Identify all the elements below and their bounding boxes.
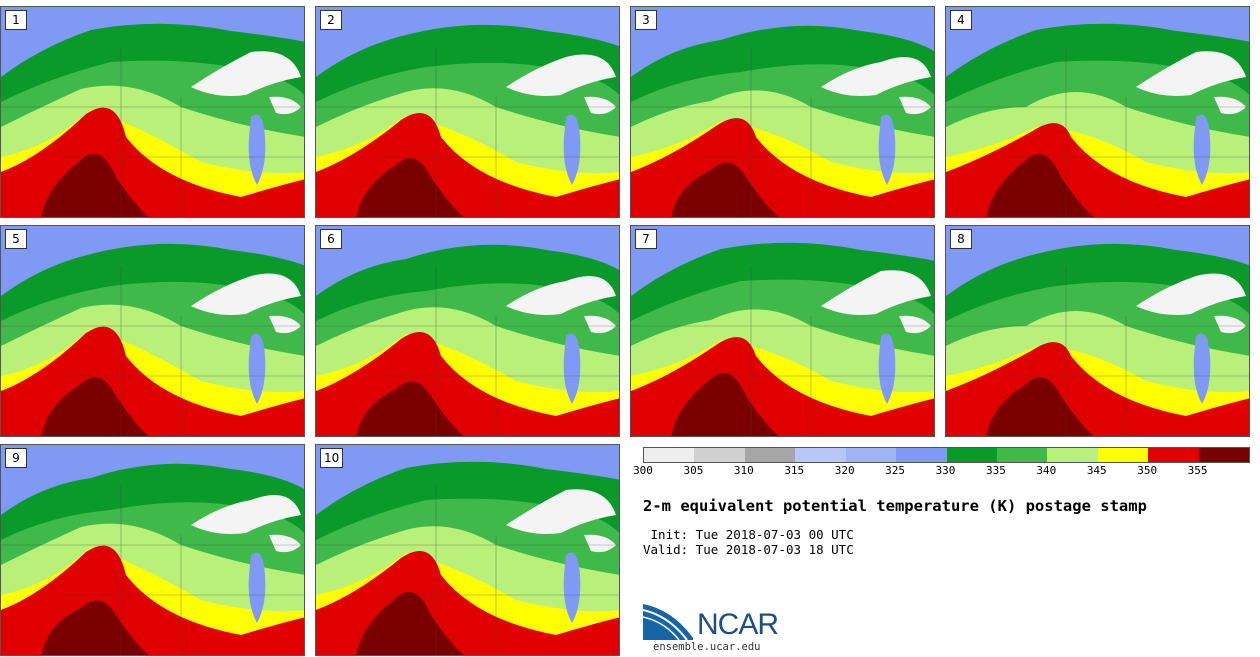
colorbar-ticks: 300 305 310 315 320 325 330 335 340 345 350 355	[633, 464, 1248, 480]
postage-stamp-panel: 3	[630, 6, 935, 218]
colorbar-swatch	[845, 448, 897, 462]
colorbar-swatch	[644, 448, 695, 462]
theta-e-map	[631, 7, 934, 217]
postage-stamp-panel: 4	[945, 6, 1250, 218]
colorbar-tick-label: 330	[935, 464, 956, 477]
colorbar-swatch	[1148, 448, 1199, 462]
colorbar-swatch	[744, 448, 796, 462]
theta-e-map	[1, 226, 304, 436]
colorbar-tick-label: 355	[1187, 464, 1208, 477]
panel-number: 6	[320, 229, 342, 249]
theta-e-map	[631, 226, 934, 436]
postage-stamp-panel: 5	[0, 225, 305, 437]
valid-time: Valid: Tue 2018-07-03 18 UTC	[643, 542, 854, 557]
panel-number: 10	[320, 448, 344, 468]
panel-number: 8	[950, 229, 972, 249]
colorbar-swatch	[795, 448, 846, 462]
figure-title: 2-m equivalent potential temperature (K)…	[643, 497, 1147, 515]
panel-number: 2	[320, 10, 342, 30]
colorbar-swatch	[1097, 448, 1149, 462]
postage-stamp-panel: 10	[315, 444, 620, 656]
colorbar-swatch	[996, 448, 1048, 462]
theta-e-map	[946, 226, 1249, 436]
theta-e-map	[316, 445, 619, 655]
colorbar-tick-label: 310	[733, 464, 754, 477]
postage-stamp-panel: 8	[945, 225, 1250, 437]
init-time: Init: Tue 2018-07-03 00 UTC	[643, 527, 854, 542]
colorbar-tick-label: 305	[683, 464, 704, 477]
theta-e-map	[316, 226, 619, 436]
logo-url: ensemble.ucar.edu	[653, 641, 761, 653]
colorbar-swatch	[694, 448, 745, 462]
ncar-logo-text: NCAR	[697, 608, 779, 641]
colorbar-tick-label: 340	[1036, 464, 1057, 477]
theta-e-map	[316, 7, 619, 217]
theta-e-map	[1, 7, 304, 217]
postage-stamp-panel: 6	[315, 225, 620, 437]
colorbar-tick-label: 300	[633, 464, 653, 477]
postage-stamp-panel: 1	[0, 6, 305, 218]
colorbar-tick-label: 325	[885, 464, 906, 477]
panel-number: 7	[635, 229, 657, 249]
colorbar-swatch	[896, 448, 947, 462]
theta-e-map	[1, 445, 304, 655]
postage-stamp-panel: 7	[630, 225, 935, 437]
panel-number: 4	[950, 10, 972, 30]
colorbar-tick-label: 335	[985, 464, 1006, 477]
colorbar-swatch	[946, 448, 997, 462]
panel-number: 3	[635, 10, 657, 30]
postage-stamp-panel: 9	[0, 444, 305, 656]
colorbar-tick-label: 350	[1137, 464, 1158, 477]
postage-stamp-panel: 2	[315, 6, 620, 218]
colorbar	[643, 447, 1250, 463]
panel-number: 9	[5, 448, 27, 468]
panel-number: 5	[5, 229, 27, 249]
colorbar-tick-label: 320	[834, 464, 855, 477]
panel-number: 1	[5, 10, 27, 30]
colorbar-tick-label: 345	[1086, 464, 1107, 477]
colorbar-tick-label: 315	[784, 464, 805, 477]
ncar-logo-icon	[643, 604, 693, 641]
colorbar-swatch	[1198, 448, 1250, 462]
theta-e-map	[946, 7, 1249, 217]
colorbar-swatch	[1047, 448, 1098, 462]
